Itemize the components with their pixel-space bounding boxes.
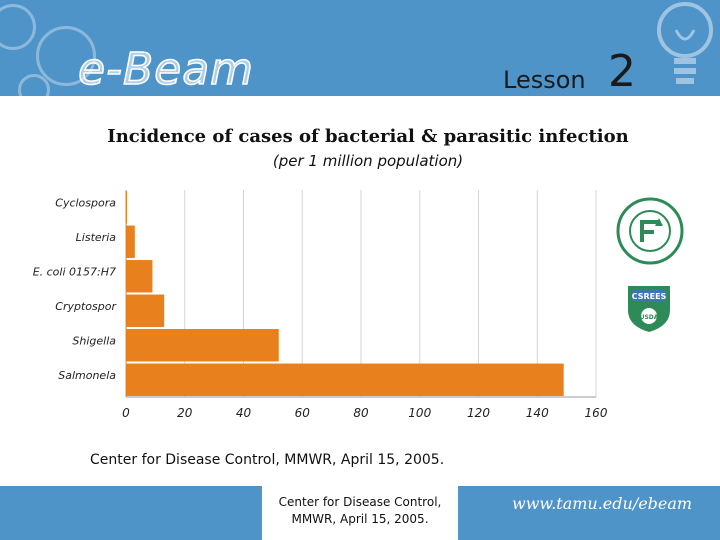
bubble-icon	[18, 74, 50, 96]
x-tick-label: 120	[467, 406, 490, 420]
bar-salmonela	[126, 363, 564, 396]
chart-subtitle: (per 1 million population)	[272, 152, 464, 170]
category-label: E. coli 0157:H7	[33, 265, 116, 278]
x-tick-label: 20	[177, 406, 193, 420]
footer-source-box: Center for Disease Control, MMWR, April …	[262, 486, 458, 540]
footer-source-line2: MMWR, April 15, 2005.	[291, 512, 429, 526]
bubble-icon	[36, 26, 96, 86]
ncfst-seal-icon	[616, 197, 684, 265]
bar-e-coli-0157-h7	[126, 260, 153, 293]
bar-cryptospor	[126, 294, 165, 327]
x-tick-label: 40	[236, 406, 252, 420]
footer-source: Center for Disease Control, MMWR, April …	[262, 494, 458, 528]
x-tick-label: 60	[295, 406, 311, 420]
category-label: Cryptospor	[55, 300, 117, 313]
csrees-shield-icon: CSREES USDA	[628, 286, 670, 332]
footer-bar: Center for Disease Control, MMWR, April …	[0, 486, 720, 540]
source-caption: Center for Disease Control, MMWR, April …	[90, 452, 445, 468]
lesson-label: Lesson	[503, 66, 586, 94]
footer-url-link[interactable]: www.tamu.edu/ebeam	[512, 494, 693, 513]
csrees-subtext: USDA	[640, 314, 659, 321]
bubble-icon	[0, 4, 36, 50]
category-label: Shigella	[72, 334, 116, 347]
category-label: Salmonela	[58, 369, 116, 382]
footer-source-line1: Center for Disease Control,	[278, 495, 442, 509]
x-tick-label: 80	[353, 406, 369, 420]
lesson-number: 2	[608, 46, 636, 96]
bar-cyclospora	[126, 191, 127, 224]
x-tick-label: 140	[526, 406, 549, 420]
bar-shigella	[126, 329, 279, 362]
category-label: Listeria	[76, 231, 117, 244]
x-tick-label: 100	[408, 406, 431, 420]
bar-chart: Cyclospora Listeria E. coli 0157:H7 Cryptos…	[33, 190, 608, 420]
header-banner: e-Beam Lesson 2	[0, 0, 720, 96]
chart-title: Incidence of cases of bacterial & parasi…	[107, 126, 629, 147]
lightbulb-icon	[657, 2, 713, 84]
x-tick-label: 160	[585, 406, 608, 420]
csrees-text: CSREES	[632, 292, 667, 301]
brand-logo: e-Beam	[77, 43, 255, 96]
x-tick-label: 0	[122, 406, 130, 420]
category-label: Cyclospora	[55, 196, 116, 209]
bar-listeria	[126, 225, 135, 258]
